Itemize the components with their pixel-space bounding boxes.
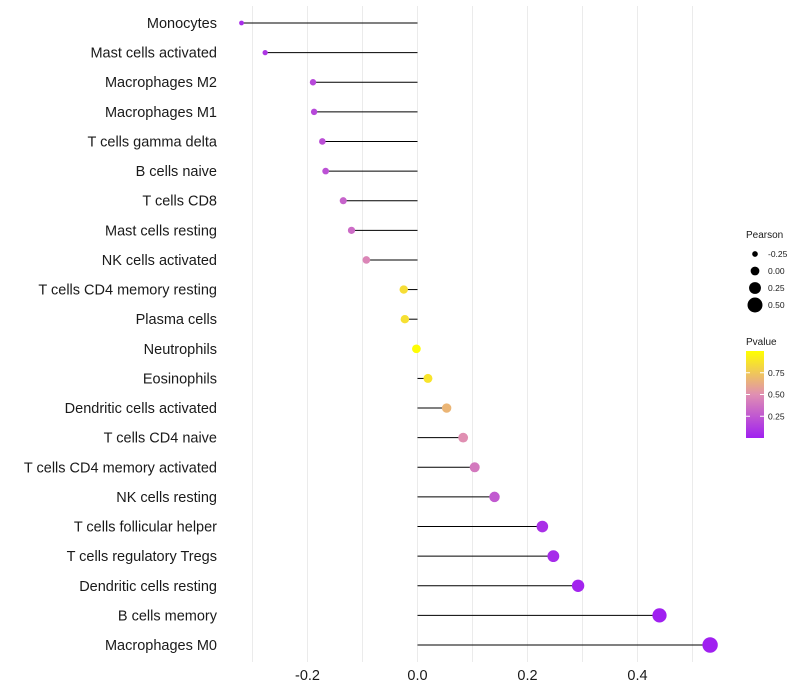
lollipop-point <box>547 550 560 563</box>
lollipop-point <box>412 344 421 354</box>
pvalue-legend-label: 0.25 <box>768 411 785 421</box>
lollipop-point <box>571 579 585 592</box>
category-label: NK cells resting <box>116 490 217 506</box>
lollipop-point <box>309 79 317 86</box>
x-tick-label: 0.2 <box>517 668 537 684</box>
category-label: Macrophages M1 <box>105 105 217 121</box>
category-label: T cells CD8 <box>142 194 217 210</box>
lollipop-point <box>469 462 480 473</box>
pearson-size-legend: Pearson -0.25 0.00 0.25 0.50 <box>746 230 788 313</box>
pearson-legend-title: Pearson <box>746 230 783 241</box>
lollipop-point <box>322 167 329 175</box>
pearson-legend-label: 0.25 <box>768 283 785 293</box>
pearson-legend-label: -0.25 <box>768 249 788 259</box>
lollipop-point <box>702 637 718 653</box>
category-label: T cells CD4 memory activated <box>24 460 217 476</box>
lollipop-point <box>652 608 667 623</box>
category-label: Dendritic cells resting <box>79 579 217 595</box>
category-label: B cells naive <box>136 164 217 180</box>
category-label: T cells follicular helper <box>74 520 217 536</box>
lollipop-point <box>441 403 452 413</box>
category-label: Plasma cells <box>136 312 217 328</box>
pearson-legend-key <box>749 282 761 294</box>
category-label: T cells CD4 memory resting <box>38 283 217 299</box>
pvalue-color-legend: Pvalue 0.25 0.50 0.75 <box>746 337 785 438</box>
pvalue-legend-title: Pvalue <box>746 337 777 348</box>
lollipop-points <box>239 20 718 653</box>
lollipop-point <box>239 20 244 26</box>
lollipop-point <box>347 226 356 234</box>
category-label: T cells CD4 naive <box>104 431 217 447</box>
lollipop-point <box>536 520 549 533</box>
category-label: Mast cells activated <box>90 46 217 62</box>
lollipop-point <box>423 373 433 383</box>
category-label: Macrophages M2 <box>105 75 217 91</box>
pvalue-legend-label: 0.75 <box>768 368 785 378</box>
lollipop-point <box>458 432 469 443</box>
pearson-legend-key <box>752 251 758 257</box>
category-label: Neutrophils <box>144 342 217 358</box>
pearson-legend-key <box>747 297 763 313</box>
lollipop-point <box>319 138 326 145</box>
lollipop-stems <box>241 22 711 646</box>
x-axis-ticks: -0.2 0.0 0.2 0.4 <box>295 668 648 684</box>
lollipop-point <box>339 197 347 205</box>
pvalue-colorbar <box>746 351 764 438</box>
category-label: Dendritic cells activated <box>65 401 217 417</box>
category-labels: Monocytes Mast cells activated Macrophages… <box>24 16 218 654</box>
lollipop-point <box>400 314 410 324</box>
x-tick-label: 0.0 <box>407 668 427 684</box>
category-label: Monocytes <box>147 16 217 32</box>
lollipop-point <box>489 491 500 503</box>
pearson-legend-label: 0.00 <box>768 266 785 276</box>
lollipop-point <box>262 49 268 56</box>
grid-lines <box>252 6 693 662</box>
lollipop-point <box>399 285 408 294</box>
category-label: NK cells activated <box>102 253 217 269</box>
category-label: Macrophages M0 <box>105 638 217 654</box>
x-tick-label: -0.2 <box>295 668 320 684</box>
pvalue-legend-label: 0.50 <box>768 390 785 400</box>
category-label: Eosinophils <box>143 371 217 387</box>
category-label: Mast cells resting <box>105 223 217 239</box>
lollipop-point <box>362 256 371 264</box>
category-label: T cells regulatory Tregs <box>67 549 217 565</box>
category-label: B cells memory <box>118 608 218 624</box>
pearson-legend-label: 0.50 <box>768 300 785 310</box>
x-tick-label: 0.4 <box>627 668 647 684</box>
lollipop-point <box>310 108 318 116</box>
pearson-legend-key <box>750 266 760 276</box>
category-label: T cells gamma delta <box>88 134 218 150</box>
